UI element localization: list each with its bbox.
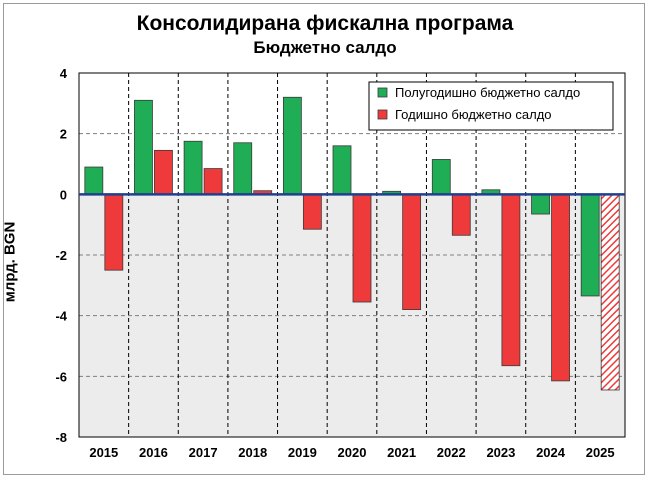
x-tick-label: 2025 [586, 445, 615, 460]
bar-annual-2017 [203, 168, 223, 195]
bar-semiannual-2019 [282, 96, 302, 195]
x-tick-label: 2017 [189, 445, 218, 460]
bar-annual-2024 [551, 193, 570, 382]
bar-annual-2019 [302, 193, 322, 230]
y-tick-label: -6 [55, 369, 67, 384]
y-tick-label: -2 [55, 248, 67, 263]
bar-semiannual-2018 [233, 142, 253, 195]
bar-annual-2020 [352, 193, 372, 303]
legend-label: Полугодишно бюджетно салдо [395, 85, 580, 100]
chart-subtitle: Бюджетно салдо [253, 38, 397, 57]
bar-semiannual-2020 [332, 145, 352, 195]
x-tick-label: 2024 [536, 445, 566, 460]
chart-title: Консолидирана фискална програма [136, 12, 514, 35]
y-tick-label: -4 [55, 309, 67, 324]
x-tick-label: 2018 [238, 445, 267, 460]
bar-semiannual-2017 [183, 140, 203, 195]
bar-annual-2016 [154, 149, 173, 195]
bar-semiannual-2025 [580, 193, 600, 297]
bar-annual-2015 [104, 193, 124, 271]
bar-annual-2021 [402, 193, 422, 310]
bar-annual-2022 [451, 193, 471, 236]
x-tick-label: 2019 [288, 445, 317, 460]
x-tick-label: 2023 [486, 445, 515, 460]
x-tick-label: 2022 [437, 445, 466, 460]
y-tick-label: -8 [55, 430, 67, 445]
bar-semiannual-2024 [531, 193, 550, 215]
legend-label: Годишно бюджетно салдо [395, 107, 552, 122]
bar-annual-2023 [501, 193, 521, 367]
x-tick-label: 2021 [387, 445, 416, 460]
plot-border [78, 72, 626, 438]
bar-semiannual-2016 [134, 99, 153, 195]
legend-box [368, 81, 614, 131]
bar-semiannual-2015 [84, 166, 104, 195]
legend-swatch [377, 109, 388, 120]
y-tick-label: 4 [60, 66, 68, 81]
bar-semiannual-2022 [431, 159, 451, 195]
bar-annual-2025 [600, 193, 620, 391]
legend-swatch [377, 87, 388, 98]
y-tick-label: 2 [60, 127, 67, 142]
x-tick-label: 2016 [139, 445, 168, 460]
x-tick-label: 2020 [338, 445, 367, 460]
x-tick-label: 2015 [89, 445, 118, 460]
y-tick-label: 0 [60, 187, 67, 202]
